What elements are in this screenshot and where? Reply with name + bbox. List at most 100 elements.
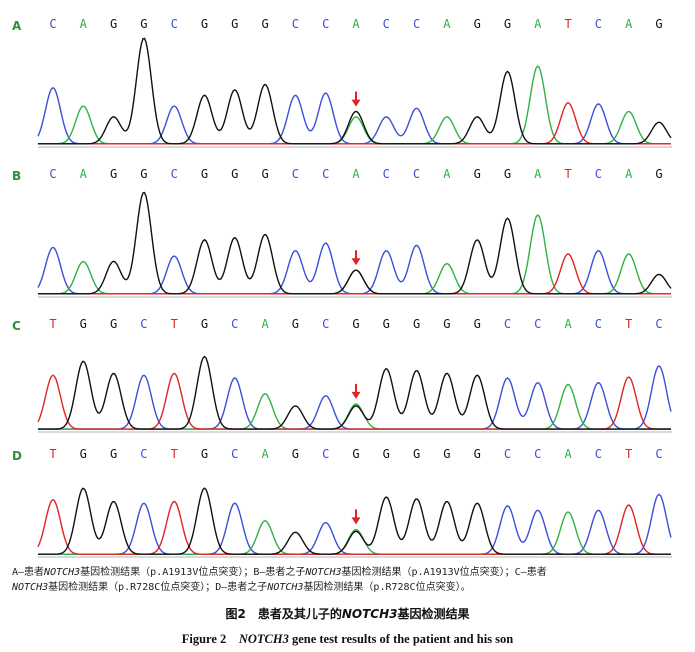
legend-gene-1: NOTCH3 bbox=[44, 567, 81, 578]
trace-g-a bbox=[38, 37, 672, 145]
base-call-a-18: T bbox=[564, 17, 571, 31]
title-en-prefix: Figure 2 bbox=[181, 632, 239, 646]
legend-gene-4: NOTCH3 bbox=[267, 582, 304, 593]
base-call-a-20: A bbox=[625, 17, 633, 31]
panel-label-a: A bbox=[12, 19, 22, 33]
base-call-c-10: C bbox=[322, 317, 329, 331]
base-call-c-16: C bbox=[504, 317, 511, 331]
base-call-c-21: C bbox=[655, 317, 662, 331]
base-call-c-3: G bbox=[110, 317, 117, 331]
trace-c-b bbox=[37, 242, 671, 295]
legend-c-d-text: 基因检测结果（p.R728C位点突变）；D—患者之子 bbox=[48, 582, 268, 593]
base-call-c-9: G bbox=[292, 317, 299, 331]
base-call-a-5: C bbox=[171, 17, 178, 31]
base-call-d-1: T bbox=[49, 447, 56, 461]
base-call-a-8: G bbox=[261, 17, 268, 31]
base-call-a-2: A bbox=[80, 17, 88, 31]
base-call-a-17: A bbox=[534, 17, 542, 31]
base-call-d-14: G bbox=[443, 447, 450, 461]
base-call-a-13: C bbox=[413, 17, 420, 31]
mutation-arrow-a bbox=[351, 91, 361, 107]
trace-g-d bbox=[38, 487, 671, 555]
trace-c-d bbox=[38, 493, 672, 555]
base-call-c-18: A bbox=[564, 317, 572, 331]
base-call-d-12: G bbox=[383, 447, 390, 461]
base-call-c-2: G bbox=[80, 317, 87, 331]
base-call-a-3: G bbox=[110, 17, 117, 31]
title-en-gene: NOTCH3 bbox=[238, 632, 289, 646]
legend-a-prefix: A—患者 bbox=[12, 567, 45, 578]
base-call-a-4: G bbox=[140, 17, 147, 31]
base-call-a-1: C bbox=[49, 17, 56, 31]
base-call-b-20: A bbox=[625, 167, 633, 181]
trace-c-c bbox=[38, 364, 672, 430]
base-call-a-15: G bbox=[474, 17, 481, 31]
base-call-a-10: C bbox=[322, 17, 329, 31]
title-cn-suffix: 基因检测结果 bbox=[397, 607, 470, 621]
base-call-c-12: G bbox=[383, 317, 390, 331]
title-cn-prefix: 图2 患者及其儿子的 bbox=[225, 607, 342, 621]
title-en-suffix: gene test results of the patient and his… bbox=[288, 632, 514, 646]
base-call-c-7: C bbox=[231, 317, 238, 331]
base-call-b-7: G bbox=[231, 167, 238, 181]
base-call-b-9: C bbox=[292, 167, 299, 181]
legend-d-text: 基因检测结果（p.R728C位点突变）。 bbox=[303, 582, 471, 593]
base-call-b-12: C bbox=[383, 167, 390, 181]
trace-g-c bbox=[38, 355, 671, 430]
base-call-d-21: C bbox=[655, 447, 662, 461]
trace-t-a bbox=[38, 102, 671, 145]
base-call-d-11: G bbox=[352, 447, 359, 461]
legend-a-b-text: 基因检测结果（p.A1913V位点突变）；B—患者之子 bbox=[80, 567, 306, 578]
base-call-b-11: A bbox=[352, 167, 360, 181]
base-call-b-19: C bbox=[595, 167, 602, 181]
base-call-c-20: T bbox=[625, 317, 632, 331]
base-call-b-2: A bbox=[80, 167, 88, 181]
legend-b-c-text: 基因检测结果（p.A1913V位点突变）；C—患者 bbox=[341, 567, 547, 578]
figure-title-cn: 图2 患者及其儿子的NOTCH3基因检测结果 bbox=[0, 605, 695, 622]
trace-t-d bbox=[37, 498, 671, 555]
base-call-c-8: A bbox=[261, 317, 269, 331]
base-call-c-19: C bbox=[595, 317, 602, 331]
base-call-b-16: G bbox=[504, 167, 511, 181]
mutation-arrow-c bbox=[351, 383, 361, 399]
base-call-b-15: G bbox=[474, 167, 481, 181]
panel-label-c: C bbox=[12, 319, 21, 333]
base-call-a-12: C bbox=[383, 17, 390, 31]
base-call-b-17: A bbox=[534, 167, 542, 181]
trace-t-b bbox=[38, 253, 671, 295]
base-call-d-20: T bbox=[625, 447, 632, 461]
title-cn-gene: NOTCH3 bbox=[341, 607, 398, 621]
base-call-b-10: C bbox=[322, 167, 329, 181]
base-call-c-1: T bbox=[49, 317, 56, 331]
base-call-d-3: G bbox=[110, 447, 117, 461]
base-call-b-21: G bbox=[655, 167, 662, 181]
base-call-b-1: C bbox=[49, 167, 56, 181]
panel-label-d: D bbox=[12, 449, 22, 463]
base-call-d-19: C bbox=[595, 447, 602, 461]
trace-g-b bbox=[38, 191, 672, 295]
base-call-d-8: A bbox=[261, 447, 269, 461]
base-call-b-6: G bbox=[201, 167, 208, 181]
base-call-a-7: G bbox=[231, 17, 238, 31]
mutation-arrow-b bbox=[351, 250, 361, 266]
legend-line-2: NOTCH3基因检测结果（p.R728C位点突变）；D—患者之子NOTCH3基因… bbox=[12, 580, 684, 595]
base-call-b-8: G bbox=[261, 167, 268, 181]
figure-title-en: Figure 2 NOTCH3 gene test results of the… bbox=[0, 628, 695, 647]
base-call-d-7: C bbox=[231, 447, 238, 461]
base-call-b-3: G bbox=[110, 167, 117, 181]
base-call-d-5: T bbox=[171, 447, 178, 461]
base-call-d-15: G bbox=[474, 447, 481, 461]
base-call-b-13: C bbox=[413, 167, 420, 181]
base-call-d-17: C bbox=[534, 447, 541, 461]
base-call-a-16: G bbox=[504, 17, 511, 31]
base-call-d-2: G bbox=[80, 447, 87, 461]
chromatogram-figure: A C A G G C G G G C C A C C A G G A T C A G B C A G G C G G G C C A C C A G G A… bbox=[12, 17, 672, 558]
mutation-arrow-d bbox=[351, 509, 361, 525]
base-call-d-6: G bbox=[201, 447, 208, 461]
trace-c-a bbox=[37, 86, 671, 145]
legend-gene-2: NOTCH3 bbox=[305, 567, 342, 578]
base-call-c-14: G bbox=[443, 317, 450, 331]
base-call-a-6: G bbox=[201, 17, 208, 31]
base-call-d-18: A bbox=[564, 447, 572, 461]
base-call-d-13: G bbox=[413, 447, 420, 461]
